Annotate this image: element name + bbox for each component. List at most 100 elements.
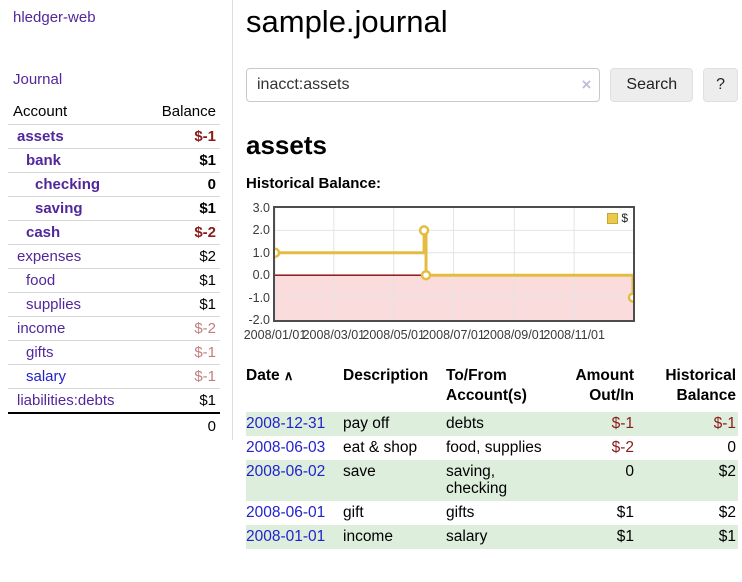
search-button[interactable]: Search xyxy=(610,68,694,102)
register-table: Date ∧ Description To/From Account(s) Am… xyxy=(246,364,738,549)
transaction-accounts: food, supplies xyxy=(446,439,542,456)
account-balance: $1 xyxy=(199,152,216,169)
account-link[interactable]: cash xyxy=(26,224,61,241)
account-row: salary $-1 xyxy=(8,364,220,389)
chart-canvas xyxy=(275,208,633,320)
account-link[interactable]: salary xyxy=(26,368,67,385)
account-link[interactable]: supplies xyxy=(26,296,82,313)
account-row: bank $1 xyxy=(8,148,220,173)
account-link[interactable]: assets xyxy=(17,128,64,145)
date-column-header[interactable]: Date ∧ xyxy=(246,364,343,412)
balance-column-header-register: Historical Balance xyxy=(665,367,736,404)
accounts-total-value: 0 xyxy=(207,418,216,435)
chart-plot-area: $ xyxy=(273,206,635,322)
account-balance: $2 xyxy=(199,248,216,265)
search-form: × Search ? xyxy=(246,68,738,102)
account-row: saving $1 xyxy=(8,196,220,221)
y-axis-tick-label: -1.0 xyxy=(248,290,270,305)
account-row: supplies $1 xyxy=(8,292,220,317)
description-column-header: Description xyxy=(343,367,429,384)
transaction-description: save xyxy=(343,463,376,480)
transaction-accounts: saving, checking xyxy=(446,463,508,497)
clear-search-icon[interactable]: × xyxy=(581,75,592,94)
balance-column-header: Balance xyxy=(161,103,216,120)
y-axis-tick-label: 0.0 xyxy=(252,268,270,283)
transaction-balance: $1 xyxy=(718,528,736,545)
transaction-accounts: salary xyxy=(446,528,488,545)
search-input-wrapper: × xyxy=(246,68,601,102)
date-header-label: Date xyxy=(246,367,280,384)
transaction-row: 2008-01-01 income salary $1 $1 xyxy=(246,525,738,549)
sidebar: hledger-web Journal Account Balance asse… xyxy=(0,0,233,440)
account-row: income $-2 xyxy=(8,316,220,341)
account-balance: $1 xyxy=(199,272,216,289)
search-input[interactable] xyxy=(246,68,601,102)
account-row: gifts $-1 xyxy=(8,340,220,365)
account-row: food $1 xyxy=(8,268,220,293)
spacer xyxy=(8,413,143,439)
y-axis-tick-label: 3.0 xyxy=(252,201,270,215)
x-axis-tick-label: 2008/03/01 xyxy=(302,328,366,342)
account-balance: $-1 xyxy=(194,344,216,361)
data-point-marker xyxy=(418,225,430,236)
transaction-date-link[interactable]: 2008-01-01 xyxy=(246,528,326,545)
account-link[interactable]: checking xyxy=(35,176,101,193)
accounts-total-row: 0 xyxy=(8,413,220,439)
legend-swatch-icon xyxy=(607,212,619,224)
transaction-amount: $-2 xyxy=(611,439,634,456)
account-balance: $1 xyxy=(199,392,216,409)
transaction-date-link[interactable]: 2008-06-01 xyxy=(246,504,326,521)
account-balance: $1 xyxy=(199,296,216,313)
account-link[interactable]: bank xyxy=(26,152,62,169)
account-link[interactable]: income xyxy=(17,320,66,337)
accounts-table: Account Balance assets $-1 bank $1 checking 0… xyxy=(8,100,220,439)
transaction-balance: 0 xyxy=(727,439,736,456)
account-link[interactable]: liabilities:debts xyxy=(17,392,115,409)
chart-heading: Historical Balance: xyxy=(246,175,382,192)
sort-ascending-icon: ∧ xyxy=(283,368,294,383)
transaction-amount: $1 xyxy=(616,528,634,545)
transaction-date-link[interactable]: 2008-12-31 xyxy=(246,415,326,432)
account-link[interactable]: expenses xyxy=(17,248,82,265)
account-link[interactable]: saving xyxy=(35,200,83,217)
transaction-balance: $2 xyxy=(718,463,736,480)
y-axis-tick-label: 1.0 xyxy=(252,245,270,260)
transaction-amount: $-1 xyxy=(611,415,634,432)
accounts-table-header: Account Balance xyxy=(8,100,220,125)
account-balance: 0 xyxy=(207,176,216,193)
transaction-date-link[interactable]: 2008-06-03 xyxy=(246,439,326,456)
account-balance: $-1 xyxy=(194,128,216,145)
account-row: cash $-2 xyxy=(8,220,220,245)
account-link[interactable]: food xyxy=(26,272,56,289)
account-balance: $-2 xyxy=(194,320,216,337)
x-axis-tick-label: 2008/05/01 xyxy=(362,328,425,342)
account-row: assets $-1 xyxy=(8,124,220,149)
transaction-row: 2008-06-02 save saving, checking 0 $2 xyxy=(246,460,738,501)
x-axis-tick-label: 2008/07/01 xyxy=(422,328,485,342)
account-link[interactable]: gifts xyxy=(26,344,54,361)
transaction-row: 2008-12-31 pay off debts $-1 $-1 xyxy=(246,412,738,436)
app-brand-link[interactable]: hledger-web xyxy=(13,9,96,26)
transaction-balance: $2 xyxy=(718,504,736,521)
sidebar-item-journal[interactable]: Journal xyxy=(13,71,63,88)
x-axis-tick-label: 2008/09/01 xyxy=(483,328,546,342)
transaction-description: income xyxy=(343,528,393,545)
transaction-date-link[interactable]: 2008-06-02 xyxy=(246,463,326,480)
account-row: expenses $2 xyxy=(8,244,220,269)
y-axis-tick-label: 2.0 xyxy=(252,223,270,238)
account-row: checking 0 xyxy=(8,172,220,197)
main-content: sample.journal × Search ? assets Histori… xyxy=(244,0,738,549)
chart-legend: $ xyxy=(607,211,628,225)
transaction-row: 2008-06-03 eat & shop food, supplies $-2 0 xyxy=(246,436,738,460)
transaction-amount: $1 xyxy=(616,504,634,521)
search-help-button[interactable]: ? xyxy=(703,68,738,102)
account-title: assets xyxy=(246,130,327,160)
transaction-accounts: gifts xyxy=(446,504,475,521)
transaction-balance: $-1 xyxy=(713,415,736,432)
accounts-table-body: assets $-1 bank $1 checking 0 saving $1 cash $-2 e… xyxy=(8,124,220,414)
x-axis-tick-label: 2008/11/01 xyxy=(543,328,605,342)
amount-column-header: Amount Out/In xyxy=(575,367,634,404)
transaction-description: pay off xyxy=(343,415,390,432)
account-balance: $1 xyxy=(199,200,216,217)
account-balance: $-1 xyxy=(194,368,216,385)
